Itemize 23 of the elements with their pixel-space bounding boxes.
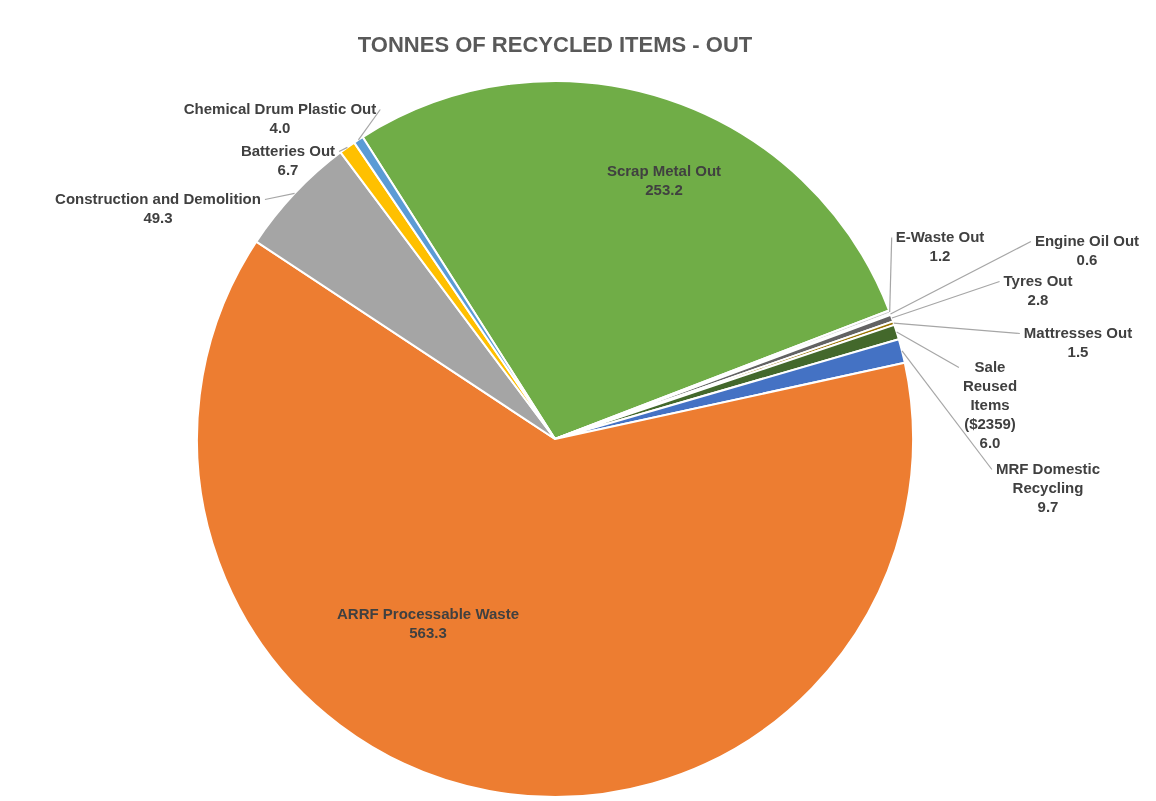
slice-label: Sale Reused Items ($2359) xyxy=(962,357,1018,432)
slice-label: MRF Domestic Recycling xyxy=(995,459,1101,496)
data-label: 49.3 xyxy=(143,208,173,226)
slice-label: Batteries Out xyxy=(240,141,336,159)
slice-label: Chemical Drum Plastic Out xyxy=(183,99,377,117)
slice-label: Tyres Out xyxy=(1003,271,1073,289)
data-label: 0.6 xyxy=(1076,250,1098,268)
data-label: 563.3 xyxy=(409,624,447,642)
data-label: 6.7 xyxy=(277,160,299,178)
data-label: 9.7 xyxy=(1037,497,1059,515)
slice-label: Construction and Demolition xyxy=(55,189,261,207)
slice-label: Scrap Metal Out xyxy=(606,162,722,180)
slice-label: Mattresses Out xyxy=(1023,323,1133,341)
slice-label: Engine Oil Out xyxy=(1034,231,1140,249)
data-label: 6.0 xyxy=(979,433,1001,451)
data-label: 2.8 xyxy=(1027,290,1049,308)
data-label: 1.2 xyxy=(929,246,951,264)
slice-label: E-Waste Out xyxy=(895,227,985,245)
chart-title: TONNES OF RECYCLED ITEMS - OUT xyxy=(357,32,753,58)
data-label: 4.0 xyxy=(269,118,291,136)
data-label: 253.2 xyxy=(645,181,683,199)
slice-label: ARRF Processable Waste xyxy=(336,605,520,623)
data-label: 1.5 xyxy=(1067,342,1089,360)
